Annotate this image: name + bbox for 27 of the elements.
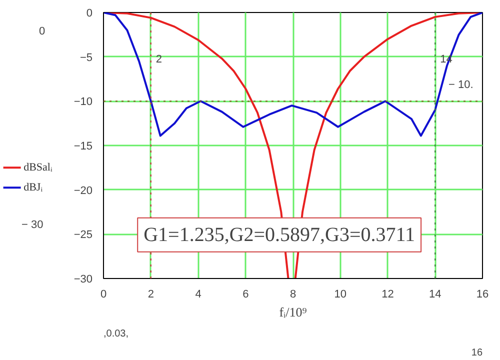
y-tick-label: 0 <box>86 8 93 20</box>
ref-line-label: 2 <box>156 54 162 66</box>
y-tick-label: −20 <box>74 184 93 197</box>
text: − 30 <box>22 219 44 232</box>
x-tick-label: 14 <box>429 288 442 300</box>
x-axis-title: fᵢ/10⁹ <box>279 304 308 320</box>
ref-line-label: − 10. <box>448 79 474 92</box>
y-tick-label: −30 <box>74 274 93 286</box>
x-tick-label: 12 <box>382 288 394 300</box>
y-tick-label: −25 <box>74 229 93 242</box>
legend-label: dBSalᵢ <box>24 162 52 174</box>
text: 0 <box>39 26 46 38</box>
y-tick-label: −10 <box>74 96 93 108</box>
y-tick-label: −15 <box>74 140 93 152</box>
x-tick-label: 4 <box>195 288 202 300</box>
x-tick-label: 2 <box>148 288 154 300</box>
text: 16 <box>471 348 483 358</box>
x-tick-label: 0 <box>100 288 107 300</box>
annotation: G1=1.235,G2=0.5897,G3=0.3711 <box>144 224 416 246</box>
y-tick-label: −5 <box>80 52 93 64</box>
x-tick-label: 16 <box>476 288 489 300</box>
x-tick-label: 10 <box>334 288 347 300</box>
legend-label: dBJᵢ <box>24 182 43 194</box>
x-tick-label: 8 <box>290 288 296 300</box>
line-series <box>104 12 482 137</box>
text: ,0.03, <box>104 328 129 340</box>
x-tick-label: 6 <box>242 288 249 300</box>
